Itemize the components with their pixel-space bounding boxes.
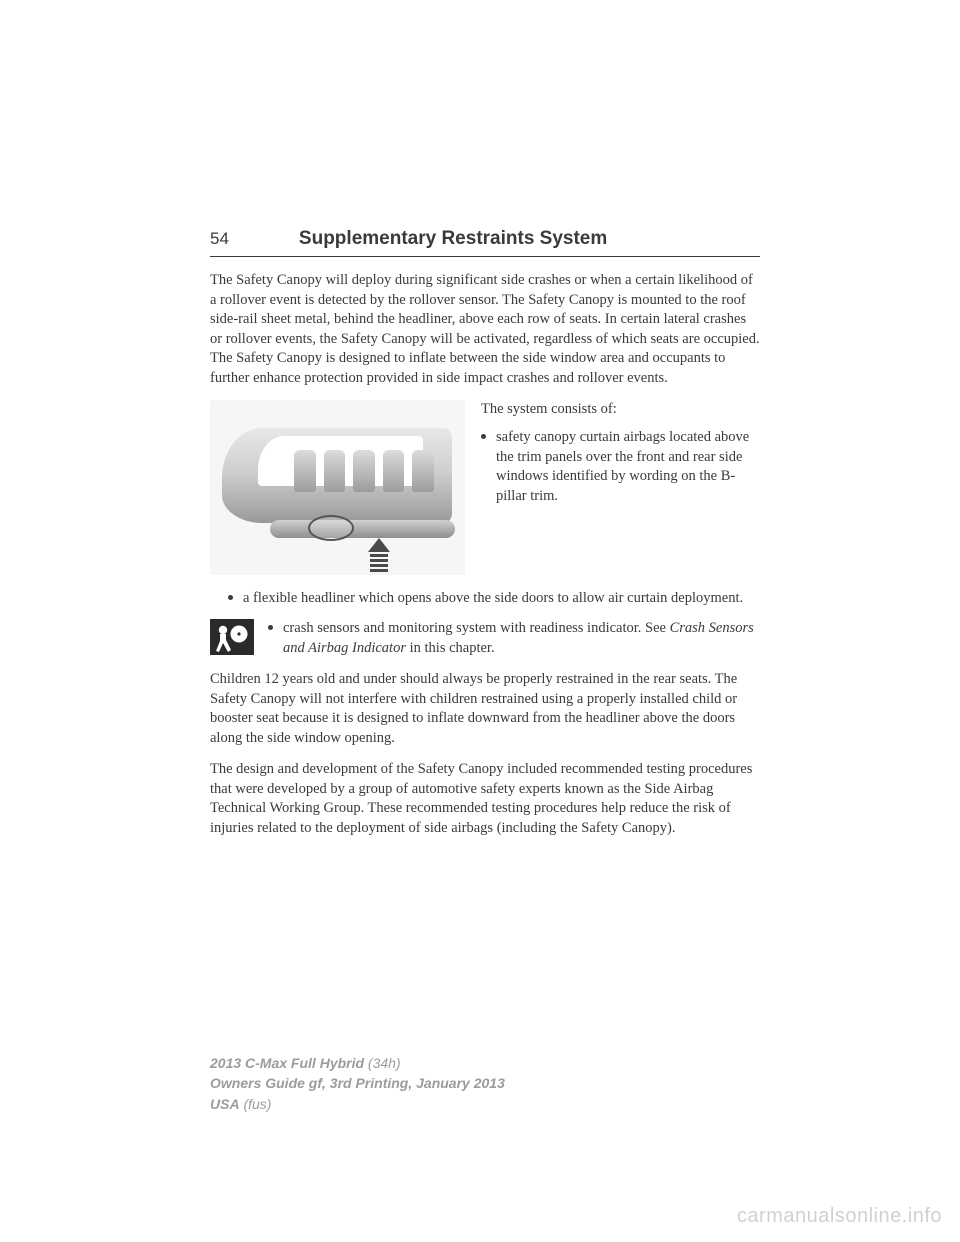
- illustration-row: The system consists of: safety canopy cu…: [210, 400, 760, 575]
- up-arrow-icon: [368, 538, 390, 572]
- bullet-icon: [481, 434, 486, 439]
- seat: [294, 450, 316, 492]
- footer-model: 2013 C-Max Full Hybrid: [210, 1055, 364, 1071]
- bullet-icon: [268, 625, 273, 630]
- bullet-text: crash sensors and monitoring system with…: [283, 619, 760, 658]
- bullet-item: safety canopy curtain airbags located ab…: [481, 428, 760, 506]
- children-paragraph: Children 12 years old and under should a…: [210, 670, 760, 748]
- intro-paragraph: The Safety Canopy will deploy during sig…: [210, 271, 760, 388]
- footer-line-3: USA (fus): [210, 1094, 505, 1114]
- airbag-warning-icon: [210, 619, 254, 655]
- text-fragment: crash sensors and monitoring system with…: [283, 620, 670, 636]
- seat: [324, 450, 346, 492]
- system-list: The system consists of: safety canopy cu…: [481, 400, 760, 516]
- page-header: 54 Supplementary Restraints System: [210, 228, 760, 257]
- rail-shape: [270, 520, 455, 538]
- safety-canopy-illustration: [210, 400, 465, 575]
- footer-region: USA: [210, 1096, 240, 1112]
- footer-code: (34h): [364, 1055, 401, 1071]
- section-title: Supplementary Restraints System: [299, 228, 607, 250]
- bullet-text: safety canopy curtain airbags located ab…: [496, 428, 760, 506]
- page-footer: 2013 C-Max Full Hybrid (34h) Owners Guid…: [210, 1053, 505, 1114]
- bullet-item: crash sensors and monitoring system with…: [268, 619, 760, 658]
- manual-page: 54 Supplementary Restraints System The S…: [0, 0, 960, 839]
- footer-region-code: (fus): [240, 1096, 272, 1112]
- seat: [353, 450, 375, 492]
- footer-line-1: 2013 C-Max Full Hybrid (34h): [210, 1053, 505, 1073]
- watermark: carmanualsonline.info: [737, 1205, 942, 1228]
- bullet-item: a flexible headliner which opens above t…: [210, 589, 760, 609]
- page-number: 54: [210, 229, 229, 249]
- seats-group: [294, 450, 434, 492]
- bullet-icon: [228, 595, 233, 600]
- footer-line-2: Owners Guide gf, 3rd Printing, January 2…: [210, 1073, 505, 1093]
- airbag-indicator-row: crash sensors and monitoring system with…: [210, 619, 760, 658]
- text-fragment: in this chapter.: [406, 640, 495, 656]
- seat: [412, 450, 434, 492]
- system-intro: The system consists of:: [481, 400, 760, 420]
- design-paragraph: The design and development of the Safety…: [210, 760, 760, 838]
- seat: [383, 450, 405, 492]
- bullet-text: a flexible headliner which opens above t…: [243, 589, 743, 609]
